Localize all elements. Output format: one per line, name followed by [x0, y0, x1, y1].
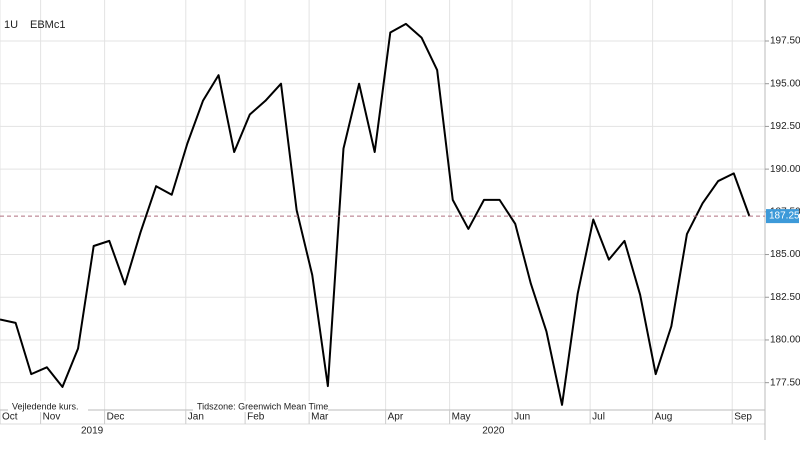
y-tick-label: 192.50 [770, 121, 800, 132]
x-tick-label: Apr [388, 412, 404, 423]
note-timezone: Tidszone: Greenwich Mean Time [197, 401, 328, 411]
x-tick-label: Dec [107, 412, 125, 423]
instrument-name: EBMc1 [30, 19, 65, 31]
instrument-prefix: 1U [4, 19, 18, 31]
last-price-label: 187.25 [769, 211, 800, 222]
y-tick-label: 180.00 [770, 335, 800, 346]
x-tick-label: Jan [188, 412, 204, 423]
x-tick-label: Aug [655, 412, 673, 423]
x-tick-label: Jul [592, 412, 605, 423]
last-price-box [766, 209, 799, 224]
x-tick-label: Sep [734, 412, 752, 423]
note-bg [193, 401, 328, 412]
y-tick-label: 195.00 [770, 78, 800, 89]
y-tick-label: 190.00 [770, 164, 800, 175]
note-bg [8, 401, 88, 412]
y-tick-label: 177.50 [770, 377, 800, 388]
price-line [0, 22, 751, 406]
x-tick-label: May [452, 412, 471, 423]
y-tick-label: 197.50 [770, 36, 800, 47]
x-tick-label: Jun [514, 412, 530, 423]
year-label: 2019 [81, 426, 104, 437]
x-tick-label: Oct [2, 412, 18, 423]
note-left: Vejledende kurs. [12, 401, 79, 411]
y-tick-label: 182.50 [770, 292, 800, 303]
year-label: 2020 [482, 426, 505, 437]
y-tick-label: 185.00 [770, 249, 800, 260]
x-tick-label: Feb [247, 412, 265, 423]
x-tick-label: Nov [43, 412, 61, 423]
x-tick-label: Mar [311, 412, 329, 423]
